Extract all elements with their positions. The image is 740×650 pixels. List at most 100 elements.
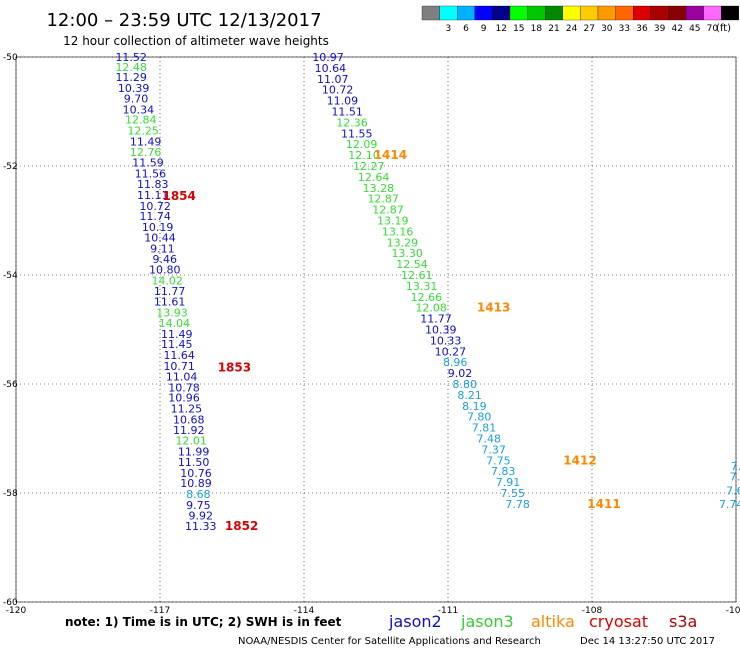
wave-height-label: 11.52 xyxy=(115,51,147,64)
footer-note: note: 1) Time is in UTC; 2) SWH is in fe… xyxy=(65,615,342,629)
time-markers: 1854 1853 1852 1414 1413 1412 1411 xyxy=(162,148,620,533)
wave-height-label: 11.11 xyxy=(137,189,169,202)
wave-height-label: 7.83 xyxy=(491,465,516,478)
colorbar-label: 39 xyxy=(654,24,666,34)
wave-height-label: 10.76 xyxy=(180,467,212,480)
time-marker-label: 1852 xyxy=(225,519,258,533)
colorbar-label: 27 xyxy=(583,24,594,34)
colorbar-cell xyxy=(474,5,493,21)
time-marker-label: 1413 xyxy=(477,301,510,315)
wave-height-label: 9.46 xyxy=(153,253,178,266)
time-marker-label: 1853 xyxy=(218,361,251,375)
x-tick-label: -117 xyxy=(150,606,170,616)
time-marker-label: 1411 xyxy=(587,497,620,511)
wave-height-label: 7. xyxy=(731,460,740,473)
colorbar-label: 12 xyxy=(495,24,506,34)
wave-height-label: 10.27 xyxy=(435,345,467,358)
wave-height-label: 14.04 xyxy=(159,317,191,330)
chart-subtitle: 12 hour collection of altimeter wave hei… xyxy=(63,34,329,48)
wave-height-label: 11.49 xyxy=(161,328,193,341)
colorbar-label: 70 xyxy=(707,24,719,34)
colorbar-label: 21 xyxy=(548,24,559,34)
wave-height-label: 11.77 xyxy=(154,285,186,298)
wave-height-label: 12.54 xyxy=(396,258,428,271)
wave-height-label: 11.56 xyxy=(135,168,167,181)
wave-height-label: 13.31 xyxy=(406,280,438,293)
wave-height-label: 11.61 xyxy=(154,296,186,309)
y-tick-label: -50 xyxy=(3,53,18,63)
colorbar-cell xyxy=(685,5,704,21)
wave-height-label: 13.29 xyxy=(387,236,419,249)
wave-height-label: 10.19 xyxy=(142,221,174,234)
wave-height-label: 11.50 xyxy=(178,456,210,469)
wave-height-label: 11.92 xyxy=(173,424,205,437)
colorbar-label: 42 xyxy=(671,24,682,34)
wave-height-label: 10.39 xyxy=(425,324,457,337)
colorbar-cell xyxy=(562,5,581,21)
wave-height-label: 10.64 xyxy=(315,62,347,75)
wave-height-label: 12.64 xyxy=(358,171,390,184)
colorbar-label: 33 xyxy=(619,24,630,34)
wave-height-label: 11.25 xyxy=(171,403,203,416)
colorbar-label: 6 xyxy=(463,24,469,34)
wave-height-label: 13.19 xyxy=(377,215,409,228)
wave-height-label: 10.97 xyxy=(312,51,344,64)
legend-item-jason3: jason3 xyxy=(460,612,514,631)
wave-height-label: 8.96 xyxy=(443,356,468,369)
wave-height-label: 10.68 xyxy=(173,413,205,426)
y-tick-label: -60 xyxy=(3,598,18,608)
wave-height-label: 8.21 xyxy=(457,389,482,402)
wave-height-label: 11.49 xyxy=(130,135,162,148)
wave-height-label: 9.11 xyxy=(150,242,175,255)
wave-height-label: 11.77 xyxy=(420,313,452,326)
colorbar-label: 9 xyxy=(481,24,487,34)
wave-height-label: 12.09 xyxy=(346,138,378,151)
wave-height-label: 11.45 xyxy=(161,338,193,351)
colorbar-label: 36 xyxy=(636,24,648,34)
wave-height-label: 10.78 xyxy=(168,381,200,394)
colorbar-label: 18 xyxy=(531,24,543,34)
wave-height-label: 12.36 xyxy=(336,116,368,129)
x-tick-label: -111 xyxy=(438,606,458,616)
colorbar-label: 15 xyxy=(513,24,524,34)
wave-height-label: 10.71 xyxy=(163,360,195,373)
wave-height-label: 12.87 xyxy=(367,193,399,206)
y-tick-label: -54 xyxy=(3,271,18,281)
wave-height-label: 7.60 xyxy=(726,484,740,497)
y-tick-label: -52 xyxy=(3,162,18,172)
y-axis-ticks: -50 -52 -54 -56 -58 -60 xyxy=(3,53,18,608)
colorbar-cell xyxy=(703,5,722,21)
wave-height-label: 9.02 xyxy=(448,367,473,380)
wave-height-label: 10.80 xyxy=(149,264,181,277)
colorbar-cell xyxy=(580,5,599,21)
wave-height-label: 10.72 xyxy=(322,84,354,97)
wave-height-label: 12.84 xyxy=(125,114,157,127)
wave-height-label: 11.59 xyxy=(132,157,164,170)
y-tick-label: -58 xyxy=(3,489,18,499)
wave-height-label: 8.68 xyxy=(186,488,211,501)
colorbar-label: 24 xyxy=(566,24,578,34)
grid-lines xyxy=(15,56,737,603)
wave-height-label: 7.2 xyxy=(730,471,740,484)
wave-height-label: 14.02 xyxy=(151,274,183,287)
wave-height-label: 13.16 xyxy=(382,225,414,238)
time-marker-label: 1412 xyxy=(563,453,596,467)
data-labels: 11.5212.4811.2910.399.7010.3412.8412.251… xyxy=(115,51,740,533)
wave-height-label: 10.34 xyxy=(123,103,155,116)
wave-height-label: 7.48 xyxy=(477,433,502,446)
wave-height-label: 10.72 xyxy=(139,200,171,213)
colorbar-cell xyxy=(457,5,475,21)
x-tick-label: -108 xyxy=(582,606,603,616)
wave-height-label: 13.93 xyxy=(156,307,188,320)
colorbar-cell xyxy=(545,5,563,21)
wave-height-label: 12.76 xyxy=(130,146,162,159)
wave-height-label: 9.75 xyxy=(186,499,211,512)
wave-height-label: 11.74 xyxy=(139,210,171,223)
wave-height-label: 8.80 xyxy=(453,378,478,391)
x-tick-label: -114 xyxy=(294,606,315,616)
plot-area: -120 -117 -114 -111 -108 -105 -50 -52 -54 -56 -58… xyxy=(3,51,740,616)
wave-height-label: 12.61 xyxy=(401,269,433,282)
wave-height-label: 10.96 xyxy=(168,392,200,405)
wave-height-label: 11.07 xyxy=(317,73,349,86)
